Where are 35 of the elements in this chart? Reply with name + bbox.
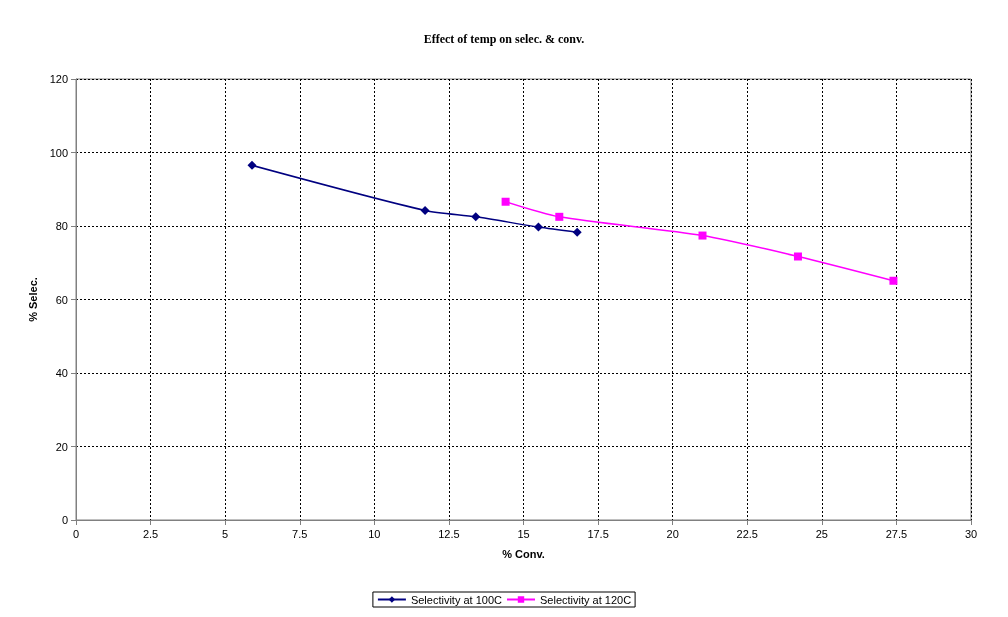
point: [420, 206, 430, 216]
y-axis-title: % Selec.: [27, 277, 40, 322]
legend-label: Selectivity at 100C: [410, 593, 503, 606]
chart-title: Effect of temp on selec. & conv.: [423, 32, 585, 46]
y-tick-label: 40: [55, 367, 68, 379]
point: [572, 227, 582, 237]
x-axis-title: % Conv.: [502, 547, 545, 560]
x-tick-label: 30: [964, 527, 978, 540]
point: [698, 231, 707, 240]
x-tick-label: 10: [368, 527, 381, 540]
point: [889, 276, 898, 285]
x-tick-label: 5: [222, 527, 229, 540]
x-tick-label: 0: [72, 527, 80, 540]
y-tick-label: 120: [49, 73, 68, 85]
x-tick-label: 17.5: [587, 527, 609, 540]
x-tick-label: 20: [666, 527, 679, 540]
x-tick-label: 22.5: [736, 527, 758, 540]
y-tick-label: 20: [55, 440, 68, 453]
legend-label: Selectivity at 120C: [540, 593, 632, 606]
x-tick-label: 27.5: [885, 527, 908, 540]
x-tick-label: 12.5: [438, 527, 460, 540]
point: [555, 212, 564, 221]
x-tick-label: 15: [517, 527, 530, 540]
y-tick-label: 80: [55, 220, 68, 232]
point: [471, 212, 481, 222]
point: [533, 222, 543, 232]
y-tick-label: 60: [55, 293, 68, 306]
x-tick-label: 2.5: [142, 527, 159, 540]
point: [501, 197, 510, 206]
y-tick-label: 100: [49, 146, 68, 159]
point: [247, 160, 257, 170]
x-tick-label: 7.5: [292, 527, 308, 540]
point: [793, 252, 802, 261]
x-tick-label: 25: [815, 527, 828, 540]
y-tick-label: 0: [61, 514, 68, 526]
